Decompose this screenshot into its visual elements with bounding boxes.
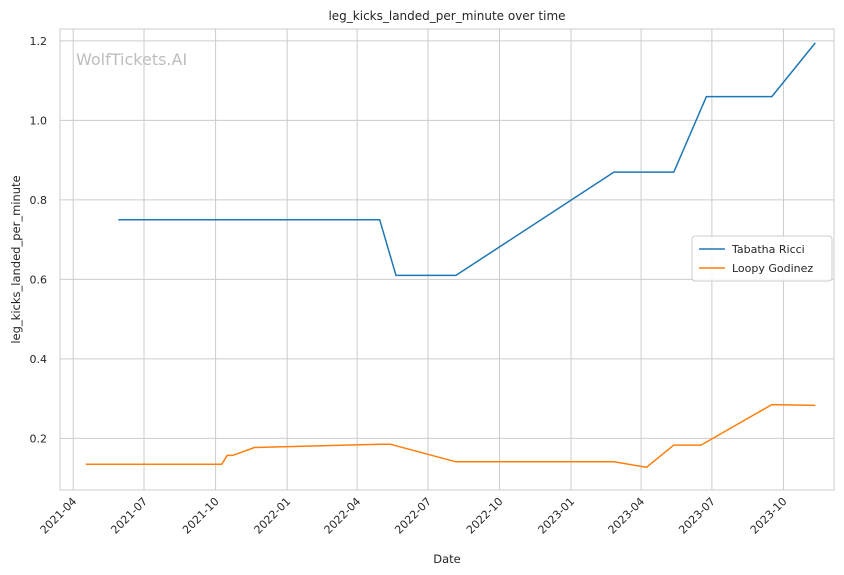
y-tick-label: 0.2 — [30, 432, 48, 445]
y-tick-label: 1.0 — [30, 114, 48, 127]
x-tick-label: 2022-10 — [464, 495, 506, 537]
series-line-tabatha-ricci — [118, 42, 816, 277]
chart-title: leg_kicks_landed_per_minute over time — [328, 9, 565, 23]
x-tick-label: 2022-07 — [392, 495, 434, 537]
y-tick-label: 0.8 — [30, 194, 48, 207]
legend-label-tabatha-ricci: Tabatha Ricci — [731, 243, 805, 256]
y-axis-ticks: 0.2 0.4 0.6 0.8 1.0 1.2 — [30, 35, 48, 445]
x-tick-label: 2023-10 — [748, 495, 790, 537]
legend: Tabatha Ricci Loopy Godinez — [691, 235, 833, 282]
legend-label-loopy-godinez: Loopy Godinez — [732, 262, 813, 275]
x-tick-label: 2023-04 — [606, 495, 648, 537]
x-tick-label: 2023-01 — [535, 495, 577, 537]
x-tick-label: 2023-07 — [676, 495, 718, 537]
legend-box — [691, 235, 833, 282]
x-tick-label: 2022-01 — [252, 495, 294, 537]
series-line-loopy-godinez — [85, 403, 816, 469]
y-tick-label: 0.4 — [30, 353, 48, 366]
x-axis-title: Date — [433, 552, 461, 566]
x-axis-ticks: 2021-04 2021-07 2021-10 2022-01 2022-04 2022-… — [38, 495, 790, 537]
y-axis-title: leg_kicks_landed_per_minute — [9, 175, 23, 343]
series-layer — [85, 42, 816, 469]
x-tick-label: 2021-04 — [38, 495, 80, 537]
y-tick-label: 0.6 — [30, 273, 48, 286]
watermark-text: WolfTickets.AI — [76, 50, 187, 69]
plot-frame — [59, 28, 835, 491]
x-tick-label: 2022-04 — [322, 495, 364, 537]
x-tick-label: 2021-10 — [180, 495, 222, 537]
x-tick-label: 2021-07 — [108, 495, 150, 537]
y-tick-label: 1.2 — [30, 35, 48, 48]
